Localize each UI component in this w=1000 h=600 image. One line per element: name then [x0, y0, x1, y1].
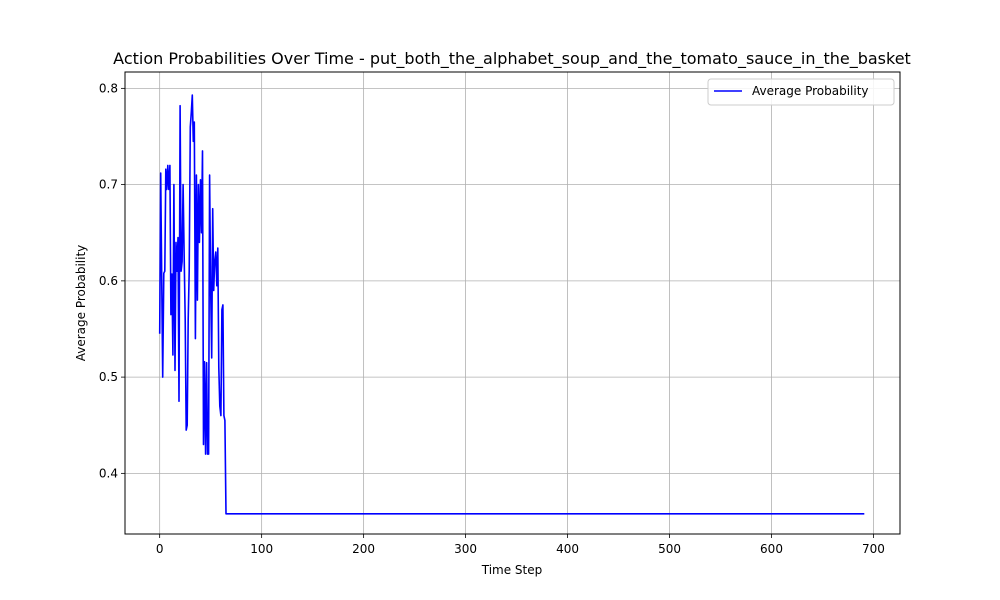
x-tick-label: 200	[352, 542, 375, 556]
x-tick-label: 600	[760, 542, 783, 556]
y-axis-label: Average Probability	[74, 245, 88, 362]
grid	[125, 72, 900, 534]
chart-title: Action Probabilities Over Time - put_bot…	[113, 49, 911, 69]
series-line-average-probability	[158, 94, 865, 515]
x-tick-label: 300	[454, 542, 477, 556]
y-tick-label: 0.6	[99, 274, 118, 288]
x-ticks: 0 100 200 300 400 500 600 700	[156, 534, 885, 556]
legend-box	[707, 78, 895, 106]
legend: Average Probability	[707, 78, 895, 106]
legend-label: Average Probability	[752, 84, 869, 98]
y-tick-label: 0.5	[99, 370, 118, 384]
y-tick-label: 0.4	[99, 466, 118, 480]
x-tick-label: 100	[250, 542, 273, 556]
y-tick-label: 0.7	[99, 178, 118, 192]
plot-frame	[124, 71, 901, 535]
x-axis-label: Time Step	[481, 563, 543, 577]
x-tick-label: 700	[862, 542, 885, 556]
y-tick-label: 0.8	[99, 81, 118, 95]
x-tick-label: 0	[156, 542, 164, 556]
x-tick-label: 400	[556, 542, 579, 556]
series-layer	[158, 94, 865, 515]
x-tick-label: 500	[658, 542, 681, 556]
y-ticks: 0.4 0.5 0.6 0.7 0.8	[99, 81, 125, 480]
